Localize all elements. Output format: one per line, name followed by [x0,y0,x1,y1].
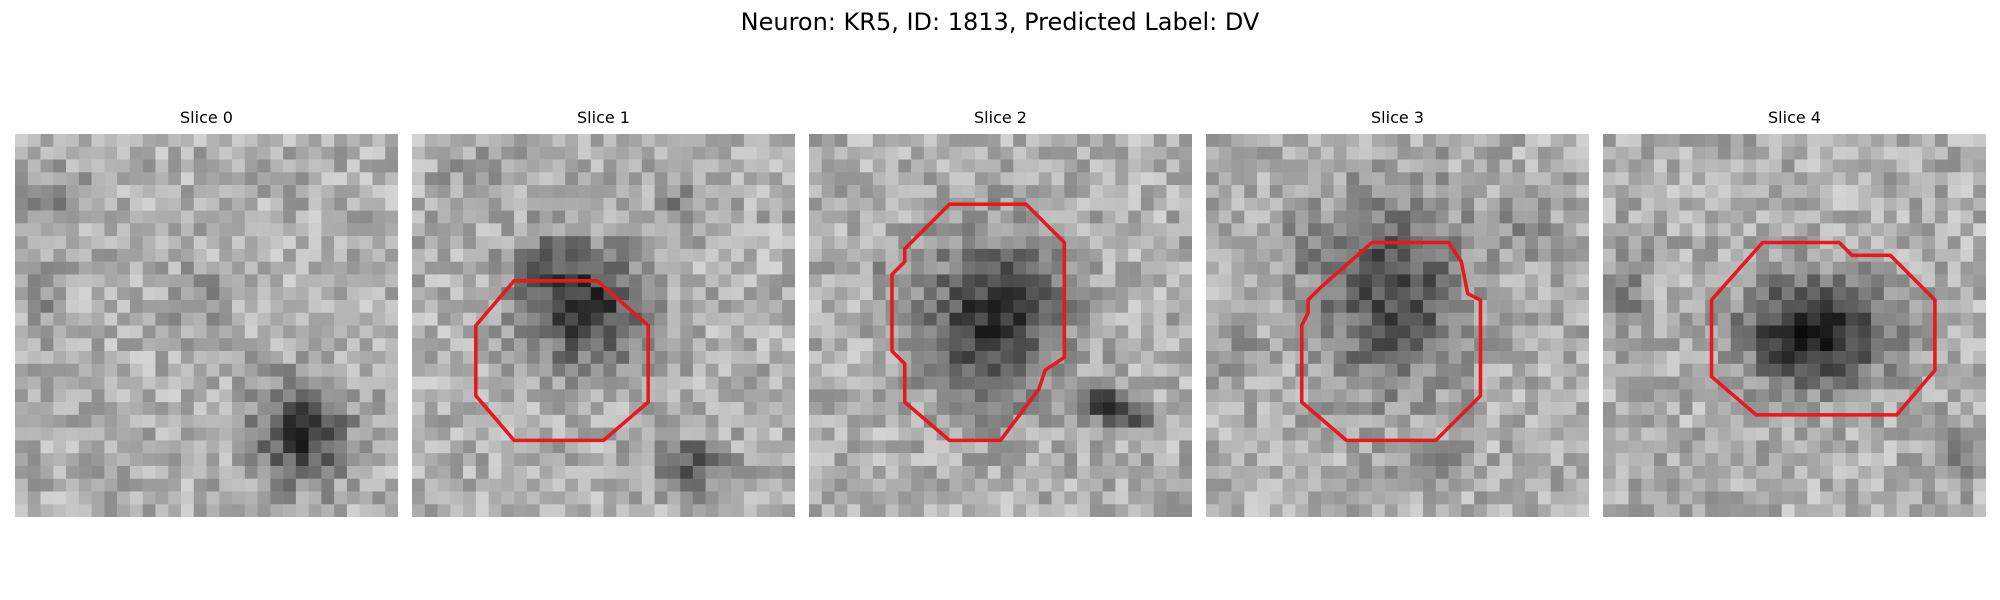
segmentation-contour [474,279,650,443]
slice-image-1 [412,134,795,517]
slice-title-1: Slice 1 [577,108,630,127]
segmentation-contour [890,202,1067,443]
segmentation-contour [1299,240,1483,443]
slice-title-4: Slice 4 [1768,108,1821,127]
figure-title: Neuron: KR5, ID: 1813, Predicted Label: … [740,8,1260,36]
slice-title-2: Slice 2 [974,108,1027,127]
slice-title-0: Slice 0 [180,108,233,127]
slice-image-3 [1206,134,1589,517]
slice-image-2 [809,134,1192,517]
slice-title-3: Slice 3 [1371,108,1424,127]
slice-image-4 [1603,134,1986,517]
segmentation-contour [1709,240,1937,417]
slice-image-0 [15,134,398,517]
slice-panel-4: Slice 4 [1603,108,1986,517]
slice-panel-0: Slice 0 [15,108,398,517]
slice-panel-3: Slice 3 [1206,108,1589,517]
slice-panel-2: Slice 2 [809,108,1192,517]
slice-panel-1: Slice 1 [412,108,795,517]
